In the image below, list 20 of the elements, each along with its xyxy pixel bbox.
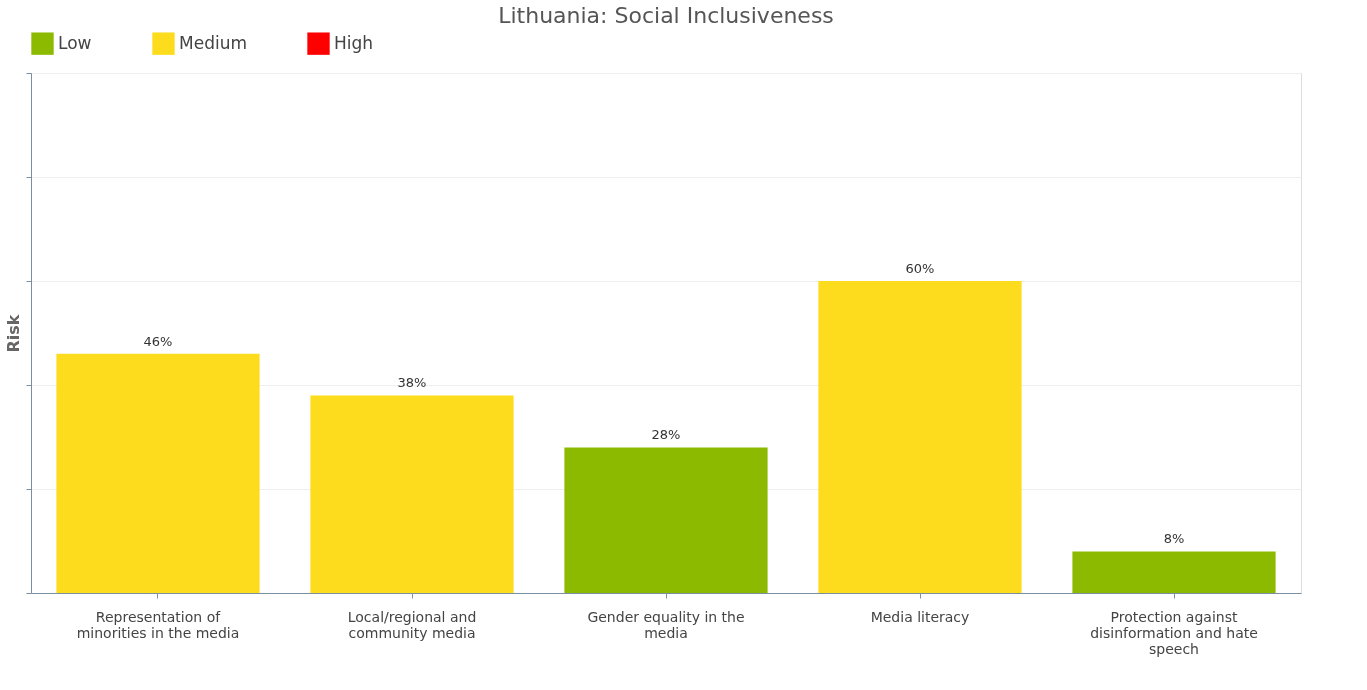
legend-label: Medium — [179, 32, 247, 53]
chart-title: Lithuania: Social Inclusiveness — [498, 3, 834, 28]
data-label: 8% — [1163, 531, 1185, 547]
data-label: 60% — [905, 261, 935, 276]
legend-label: Low — [58, 32, 92, 53]
data-label: 38% — [397, 375, 427, 391]
data-label: 46% — [143, 333, 173, 349]
x-tick-label: Representation of minorities in the media — [76, 608, 240, 641]
x-tick-label: Protection against disinformation and hate speech — [1090, 608, 1258, 657]
y-axis-title: Risk — [4, 314, 23, 353]
bar — [310, 395, 514, 593]
bar — [1072, 551, 1276, 593]
x-tick-label: Media literacy — [870, 608, 970, 625]
legend-label: High — [334, 32, 374, 53]
x-tick-label: Gender equality in the media — [587, 608, 745, 641]
data-label: 28% — [651, 427, 681, 443]
bar — [56, 353, 260, 593]
bar — [564, 447, 768, 593]
x-tick-label: Local/regional and community media — [347, 608, 477, 641]
bar — [818, 281, 1022, 593]
